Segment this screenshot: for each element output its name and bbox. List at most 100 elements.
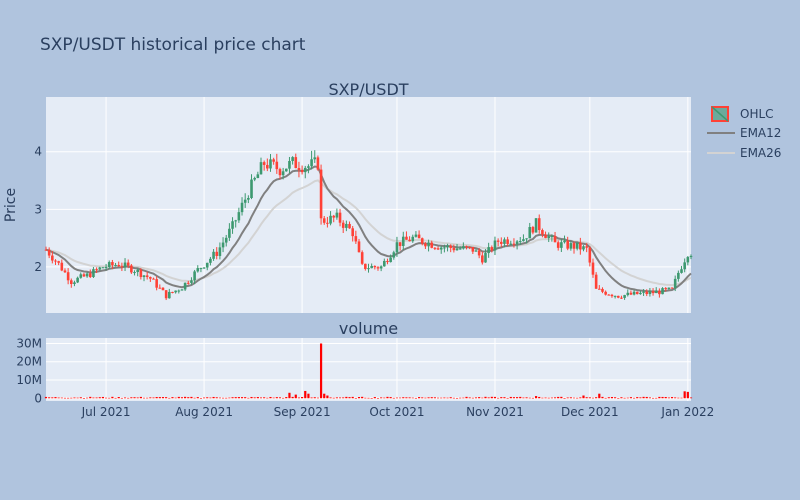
candle-body — [629, 292, 633, 295]
x-tick-label: Oct 2021 — [369, 405, 424, 419]
candle — [411, 234, 415, 243]
candle-body — [288, 161, 291, 169]
candle-body — [370, 265, 373, 269]
candle — [174, 290, 177, 294]
candle — [307, 164, 310, 174]
candle — [544, 231, 547, 239]
volume-bar — [541, 397, 544, 399]
volume-bar — [655, 397, 658, 399]
volume-bar — [247, 397, 250, 399]
volume-bars — [44, 343, 693, 399]
volume-bar — [465, 396, 468, 399]
candle-body — [269, 159, 272, 169]
candle — [616, 295, 620, 299]
candle — [572, 241, 576, 254]
volume-bar — [291, 396, 294, 399]
candle — [541, 228, 544, 238]
volume-bar — [319, 343, 323, 399]
volume-bar — [89, 396, 92, 399]
volume-bar — [67, 397, 70, 399]
volume-bar — [553, 397, 557, 399]
volume-bar — [231, 397, 234, 399]
candle-body — [294, 157, 298, 169]
candle-body — [405, 236, 408, 240]
volume-bar — [101, 396, 105, 399]
candle-body — [490, 247, 494, 251]
candle-body — [654, 290, 658, 294]
legend-item-ema12[interactable]: EMA12 — [707, 126, 781, 140]
volume-bar — [190, 396, 193, 399]
candle-body — [455, 248, 459, 251]
legend[interactable]: OHLC EMA12 EMA26 — [707, 106, 781, 160]
candle — [673, 275, 677, 292]
volume-tick-label: 0 — [34, 391, 42, 405]
volume-bar — [639, 397, 642, 399]
candle-body — [677, 272, 680, 279]
candle-body — [550, 236, 554, 238]
volume-bar — [544, 397, 547, 399]
legend-item-ohlc[interactable]: OHLC — [711, 106, 774, 122]
volume-bar — [512, 397, 516, 399]
volume-bar — [572, 397, 576, 399]
candle-body — [66, 272, 70, 281]
volume-bar — [595, 397, 598, 399]
candle — [60, 259, 64, 272]
candle — [209, 256, 212, 266]
volume-bar — [591, 397, 595, 399]
candle-body — [168, 291, 171, 299]
candle-body — [224, 237, 228, 243]
candle — [635, 291, 639, 295]
candle-body — [408, 239, 411, 242]
candle-body — [313, 157, 317, 160]
volume-bar — [338, 397, 342, 399]
candle-body — [243, 199, 247, 203]
candle-body — [411, 236, 415, 242]
candle — [186, 280, 190, 285]
candle-body — [414, 234, 418, 237]
volume-bar — [373, 397, 376, 399]
volume-bar — [332, 397, 335, 399]
volume-bar — [244, 397, 247, 399]
candle — [297, 161, 301, 178]
candle — [392, 250, 396, 260]
legend-label: OHLC — [740, 107, 774, 121]
candle-body — [563, 240, 566, 243]
candle-body — [585, 246, 588, 248]
candle-body — [430, 242, 434, 248]
candle-body — [389, 257, 392, 263]
volume-bar — [585, 397, 588, 399]
volume-bar — [253, 397, 256, 399]
candle-body — [73, 282, 76, 284]
volume-bar — [174, 397, 177, 399]
candle — [316, 155, 320, 171]
candle-body — [205, 262, 209, 268]
volume-bar — [651, 397, 655, 399]
candle-body — [424, 243, 427, 247]
candle-body — [272, 159, 275, 162]
candle-body — [471, 246, 475, 252]
candle-body — [449, 245, 453, 248]
candle-body — [354, 236, 358, 242]
x-tick-label: Jan 2022 — [660, 405, 714, 419]
candle-body — [259, 162, 263, 175]
candle — [63, 268, 67, 273]
candle — [462, 242, 465, 250]
volume-bar — [528, 397, 531, 399]
volume-bar — [104, 397, 108, 399]
candle-body — [155, 279, 158, 288]
volume-bar — [307, 393, 310, 399]
candle-body — [79, 274, 83, 278]
volume-bar — [411, 397, 414, 399]
candle-body — [566, 240, 569, 249]
candle-body — [367, 268, 370, 270]
candle — [677, 270, 680, 282]
volume-bar — [601, 396, 604, 399]
candle-body — [515, 241, 519, 245]
volume-bar — [155, 397, 158, 399]
volume-bar — [225, 397, 228, 399]
candle — [613, 295, 617, 299]
legend-item-ema26[interactable]: EMA26 — [707, 146, 781, 160]
volume-bar — [617, 397, 620, 399]
candle-body — [493, 240, 497, 251]
volume-bar — [282, 397, 285, 399]
